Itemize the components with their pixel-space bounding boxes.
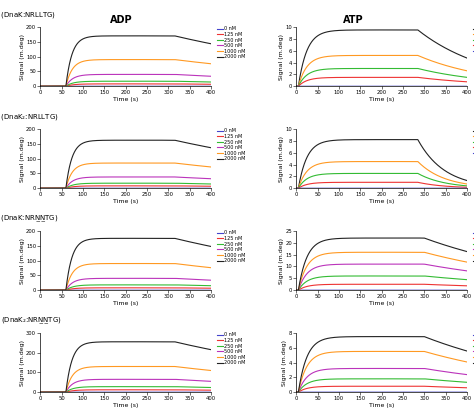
X-axis label: Time (s): Time (s) <box>369 403 394 408</box>
Y-axis label: Signal (m.deg): Signal (m.deg) <box>19 136 25 182</box>
Y-axis label: Signal (m.deg): Signal (m.deg) <box>19 339 25 386</box>
Text: ADP: ADP <box>109 15 132 24</box>
X-axis label: Time (s): Time (s) <box>369 97 394 102</box>
Text: ATP: ATP <box>343 15 364 24</box>
Legend: 0 nM, 125 nM, 250 nM, 500 nM, 1000 nM, 2000 nM: 0 nM, 125 nM, 250 nM, 500 nM, 1000 nM, 2… <box>217 332 246 365</box>
Y-axis label: Signal (m.deg): Signal (m.deg) <box>279 34 284 80</box>
Legend: 0 nM, 125 nM, 250 nM, 500 nM, 1000 nM, 2000 nM: 0 nM, 125 nM, 250 nM, 500 nM, 1000 nM, 2… <box>217 27 246 59</box>
X-axis label: Time (s): Time (s) <box>113 199 138 204</box>
Y-axis label: Signal (m.deg): Signal (m.deg) <box>283 339 287 386</box>
Legend: 2000 nM, 1000 nM, 500 nM, 250 nM, 0 nM: 2000 nM, 1000 nM, 500 nM, 250 nM, 0 nM <box>473 27 474 54</box>
Y-axis label: Signal (m.deg): Signal (m.deg) <box>279 237 284 283</box>
Legend: 0 nM, 125 nM, 250 nM, 500 nM, 1000 nM, 2000 nM: 0 nM, 125 nM, 250 nM, 500 nM, 1000 nM, 2… <box>473 332 474 365</box>
Legend: 0 nM, 125 nM, 250 nM, 500 nM, 1000 nM, 2000 nM: 0 nM, 125 nM, 250 nM, 500 nM, 1000 nM, 2… <box>217 230 246 263</box>
Y-axis label: Signal (m.deg): Signal (m.deg) <box>19 34 25 80</box>
Text: $\bf{A}$ (DnaK:NRLLTG): $\bf{A}$ (DnaK:NRLLTG) <box>0 10 55 20</box>
X-axis label: Time (s): Time (s) <box>113 403 138 408</box>
X-axis label: Time (s): Time (s) <box>369 199 394 204</box>
Y-axis label: Signal (m.deg): Signal (m.deg) <box>19 237 25 283</box>
X-axis label: Time (s): Time (s) <box>113 97 138 102</box>
Text: $\bf{D}$ (DnaK₂:NRN̲N̲TG): $\bf{D}$ (DnaK₂:NRN̲N̲TG) <box>0 315 61 326</box>
X-axis label: Time (s): Time (s) <box>369 301 394 306</box>
Y-axis label: Signal (m.deg): Signal (m.deg) <box>279 136 284 182</box>
Legend: 0 nM, 125 nM, 250 nM, 500 nM, 1000 nM, 2000 nM: 0 nM, 125 nM, 250 nM, 500 nM, 1000 nM, 2… <box>473 230 474 263</box>
X-axis label: Time (s): Time (s) <box>113 301 138 306</box>
Legend: 0 nM, 125 nM, 250 nM, 500 nM, 1000 nM, 2000 nM: 0 nM, 125 nM, 250 nM, 500 nM, 1000 nM, 2… <box>217 128 246 161</box>
Legend: 2000 nM, 1000 nM, 500 nM, 250 nM, 0 nM: 2000 nM, 1000 nM, 500 nM, 250 nM, 0 nM <box>473 128 474 156</box>
Text: $\bf{B}$ (DnaK₂:NRLLTG): $\bf{B}$ (DnaK₂:NRLLTG) <box>0 112 58 122</box>
Text: $\bf{C}$ (DnaK:NRN̲N̲TG): $\bf{C}$ (DnaK:NRN̲N̲TG) <box>0 213 58 224</box>
